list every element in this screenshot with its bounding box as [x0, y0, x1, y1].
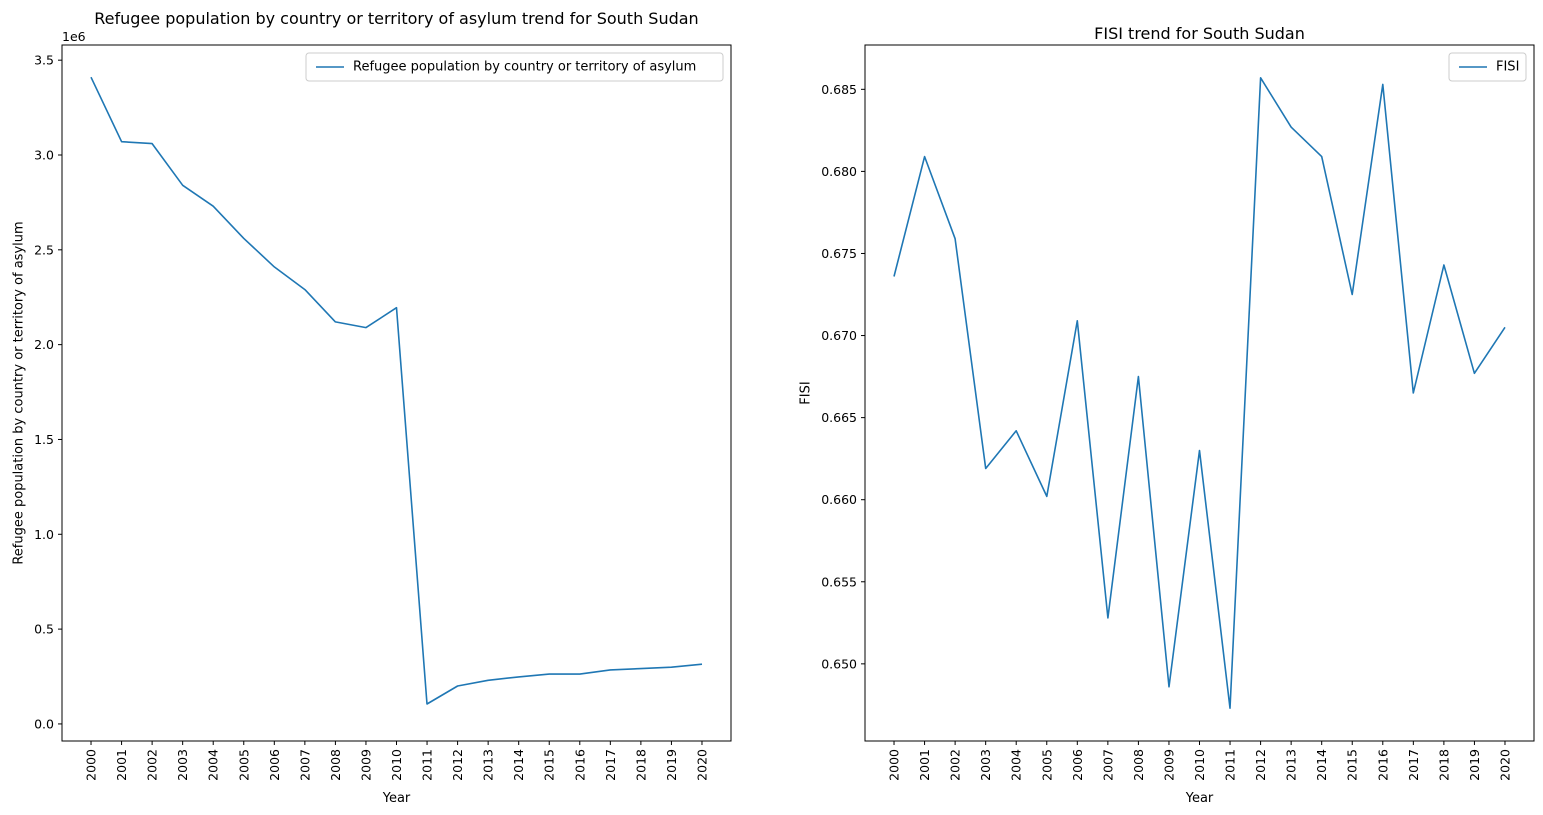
x-tick-label: 2015: [542, 749, 557, 781]
x-tick-label: 2008: [328, 749, 343, 781]
x-tick-label: 2017: [603, 749, 618, 781]
x-tick-label: 2003: [978, 749, 993, 781]
x-tick-label: 2018: [633, 749, 648, 781]
y-tick-label: 0.655: [821, 574, 857, 589]
plot-frame: [864, 44, 1535, 742]
y-tick-label: 3.0: [34, 147, 54, 162]
x-tick-label: 2000: [84, 749, 99, 781]
legend-box: [305, 52, 724, 82]
x-tick-label: 2012: [1253, 749, 1268, 781]
x-tick-label: 2014: [511, 749, 526, 781]
fisi-chart: FISI trend for South Sudan Year FISI 200…: [799, 24, 1535, 806]
x-tick-label: 2007: [297, 749, 312, 781]
x-axis-label: Year: [1185, 791, 1214, 806]
x-tick-label: 2001: [114, 749, 129, 781]
y-tick-label: 0.5: [34, 622, 54, 637]
legend-label: Refugee population by country or territo…: [353, 60, 696, 75]
y-tick-label: 0.0: [34, 716, 54, 731]
x-tick-label: 2011: [1223, 749, 1238, 781]
x-tick-label: 2020: [1497, 749, 1512, 781]
x-tick-label: 2020: [694, 749, 709, 781]
y-tick-label: 0.650: [821, 656, 857, 671]
x-tick-label: 2014: [1314, 749, 1329, 781]
y-tick-label: 0.680: [821, 164, 857, 179]
y-axis-offset-label: 1e6: [62, 29, 86, 44]
y-tick-label: 2.0: [34, 337, 54, 352]
x-tick-label: 2009: [358, 749, 373, 781]
y-tick-label: 3.5: [34, 53, 54, 68]
x-tick-label: 2003: [175, 749, 190, 781]
x-tick-label: 2004: [206, 749, 221, 781]
x-axis-label: Year: [382, 791, 411, 806]
series-line: [893, 77, 1506, 710]
x-tick-label: 2010: [389, 749, 404, 781]
x-tick-label: 2001: [917, 749, 932, 781]
y-tick-label: 0.670: [821, 328, 857, 343]
chart-title: FISI trend for South Sudan: [1094, 24, 1305, 43]
x-tick-label: 2004: [1009, 749, 1024, 781]
y-axis-label: FISI: [799, 381, 814, 404]
x-tick-label: 2007: [1100, 749, 1115, 781]
y-tick-label: 1.5: [34, 432, 54, 447]
x-tick-label: 2008: [1131, 749, 1146, 781]
y-tick-label: 2.5: [34, 242, 54, 257]
x-tick-label: 2006: [267, 749, 282, 781]
y-tick-label: 0.665: [821, 410, 857, 425]
x-tick-label: 2011: [420, 749, 435, 781]
x-tick-label: 2013: [481, 749, 496, 781]
x-tick-label: 2005: [1039, 749, 1054, 781]
y-tick-label: 0.660: [821, 492, 857, 507]
x-tick-label: 2012: [450, 749, 465, 781]
refugee-population-chart: Refugee population by country or territo…: [12, 9, 732, 806]
x-tick-label: 2019: [664, 749, 679, 781]
x-tick-label: 2002: [948, 749, 963, 781]
x-tick-label: 2010: [1192, 749, 1207, 781]
y-tick-label: 1.0: [34, 527, 54, 542]
x-tick-label: 2016: [1375, 749, 1390, 781]
legend-label: FISI: [1496, 60, 1519, 75]
x-tick-label: 2009: [1161, 749, 1176, 781]
x-tick-label: 2016: [572, 749, 587, 781]
x-tick-label: 2002: [145, 749, 160, 781]
y-tick-label: 0.685: [821, 82, 857, 97]
x-tick-label: 2013: [1284, 749, 1299, 781]
x-tick-label: 2005: [236, 749, 251, 781]
legend-box: [1448, 52, 1527, 82]
x-tick-label: 2000: [887, 749, 902, 781]
x-tick-label: 2006: [1070, 749, 1085, 781]
y-axis-label: Refugee population by country or territo…: [12, 221, 27, 564]
chart-title: Refugee population by country or territo…: [94, 9, 698, 28]
series-line: [90, 76, 703, 705]
x-tick-label: 2017: [1406, 749, 1421, 781]
y-tick-label: 0.675: [821, 246, 857, 261]
plot-frame: [61, 44, 732, 742]
x-tick-label: 2015: [1345, 749, 1360, 781]
x-tick-label: 2019: [1467, 749, 1482, 781]
x-tick-label: 2018: [1436, 749, 1451, 781]
